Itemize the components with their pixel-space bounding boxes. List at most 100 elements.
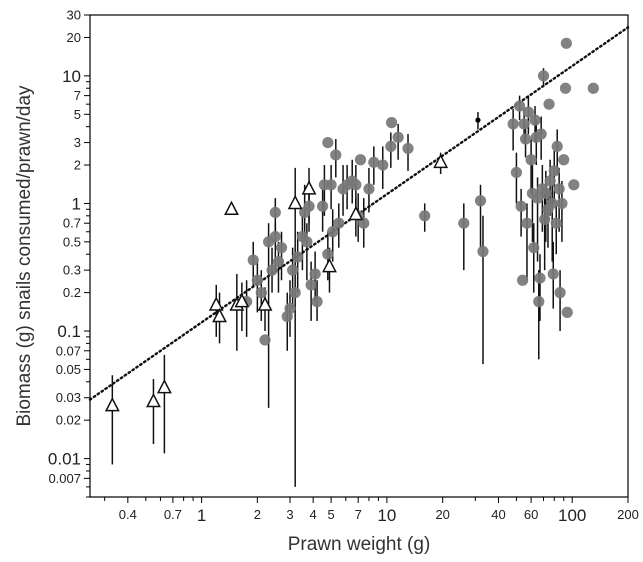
data-point-triangle (322, 257, 337, 273)
y-tick-label: 0.2 (63, 285, 81, 300)
data-point-circle (303, 200, 315, 212)
x-tick-label: 10 (377, 506, 396, 525)
data-point-circle (301, 236, 313, 248)
data-point-circle (587, 82, 599, 94)
data-point-circle (325, 179, 337, 191)
x-tick-label: 2 (254, 507, 261, 522)
y-tick-label: 20 (67, 30, 81, 45)
x-axis-title: Prawn weight (g) (288, 534, 431, 555)
data-point-circle (558, 154, 570, 166)
x-tick-label: 1 (197, 506, 206, 525)
data-point-circle (251, 274, 263, 286)
data-point-circle (553, 183, 565, 195)
data-point-circle (528, 242, 540, 254)
data-point-circle (385, 140, 397, 152)
y-tick-label: 30 (67, 8, 81, 23)
data-point-circle (419, 210, 431, 222)
x-tick-label: 3 (286, 507, 293, 522)
y-tick-label: 0.5 (63, 234, 81, 249)
data-point-triangle (104, 397, 120, 412)
data-point-circle (392, 131, 404, 143)
x-tick-label: 40 (491, 507, 505, 522)
y-tick-label: 7 (74, 88, 81, 103)
data-point-triangle (301, 180, 317, 195)
data-point-triangle (433, 153, 449, 169)
y-tick-label: 0.07 (56, 343, 81, 358)
data-point-circle (534, 272, 546, 284)
data-point-circle (531, 192, 544, 204)
y-tick-label: 3 (74, 135, 81, 150)
data-point-triangle (212, 307, 227, 323)
y-tick-label: 0.02 (56, 413, 81, 428)
data-point-circle (513, 100, 526, 112)
y-tick-label: 0.007 (48, 471, 81, 486)
y-tick-label: 2 (74, 158, 81, 173)
x-tick-label: 5 (327, 507, 334, 522)
data-point-circle (350, 179, 362, 191)
data-point-circle (289, 287, 301, 299)
data-point-circle (519, 133, 532, 145)
data-point-circle (533, 296, 545, 308)
data-point-circle (529, 114, 541, 126)
data-point-dot (475, 117, 481, 123)
plot-area-frame (89, 14, 629, 498)
data-point-triangle (224, 200, 239, 216)
data-point-circle (269, 230, 281, 243)
data-point-circle (327, 226, 339, 238)
data-point-circle (266, 264, 278, 276)
data-point-circle (377, 159, 389, 171)
data-point-circle (559, 82, 572, 94)
data-point-circle (305, 279, 317, 291)
data-point-circle (543, 98, 555, 110)
data-point-circle (560, 37, 572, 49)
x-tick-label: 4 (310, 507, 317, 522)
data-point-circle (322, 248, 334, 260)
x-tick-label: 200 (617, 507, 639, 522)
data-point-circle (287, 264, 299, 276)
data-point-circle (544, 175, 556, 187)
y-tick-label: 5 (74, 107, 81, 122)
data-point-circle (292, 251, 304, 263)
y-tick-label: 0.7 (63, 216, 81, 231)
data-point-circle (537, 70, 550, 82)
data-point-circle (255, 287, 267, 299)
data-point-circle (561, 306, 573, 318)
x-tick-label: 7 (355, 507, 362, 522)
data-point-circle (458, 217, 470, 229)
y-axis-title: Biomass (g) snails consumed/prawn/day (14, 85, 35, 427)
data-point-circle (525, 154, 537, 166)
data-point-circle (522, 106, 534, 118)
data-point-circle (477, 245, 489, 258)
data-point-circle (333, 217, 345, 229)
data-point-circle (507, 118, 519, 130)
data-point-circle (275, 242, 288, 254)
data-point-circle (354, 154, 367, 166)
data-point-triangle (208, 296, 224, 311)
data-point-circle (272, 256, 285, 268)
data-point-circle (385, 117, 398, 129)
data-point-circle (568, 179, 580, 191)
data-point-circle (317, 200, 329, 212)
data-point-circle (402, 142, 414, 155)
data-point-triangle (257, 296, 273, 311)
data-point-circle (554, 287, 566, 299)
data-point-circle (363, 183, 375, 195)
data-point-circle (517, 274, 529, 286)
data-point-circle (284, 302, 296, 315)
data-point-circle (546, 197, 558, 210)
data-point-circle (547, 268, 559, 280)
y-tick-label: 0.03 (56, 390, 81, 405)
data-point-circle (309, 268, 321, 280)
data-point-circle (550, 217, 562, 229)
data-point-circle (556, 197, 568, 210)
data-point-triangle (348, 205, 364, 221)
data-point-circle (474, 195, 487, 207)
data-point-circle (269, 206, 281, 219)
data-point-circle (518, 118, 530, 130)
data-point-triangle (156, 378, 172, 394)
x-tick-label: 60 (524, 507, 538, 522)
data-point-circle (368, 156, 380, 168)
data-point-circle (551, 140, 563, 152)
data-point-triangle (146, 392, 161, 408)
data-point-circle (322, 136, 334, 149)
